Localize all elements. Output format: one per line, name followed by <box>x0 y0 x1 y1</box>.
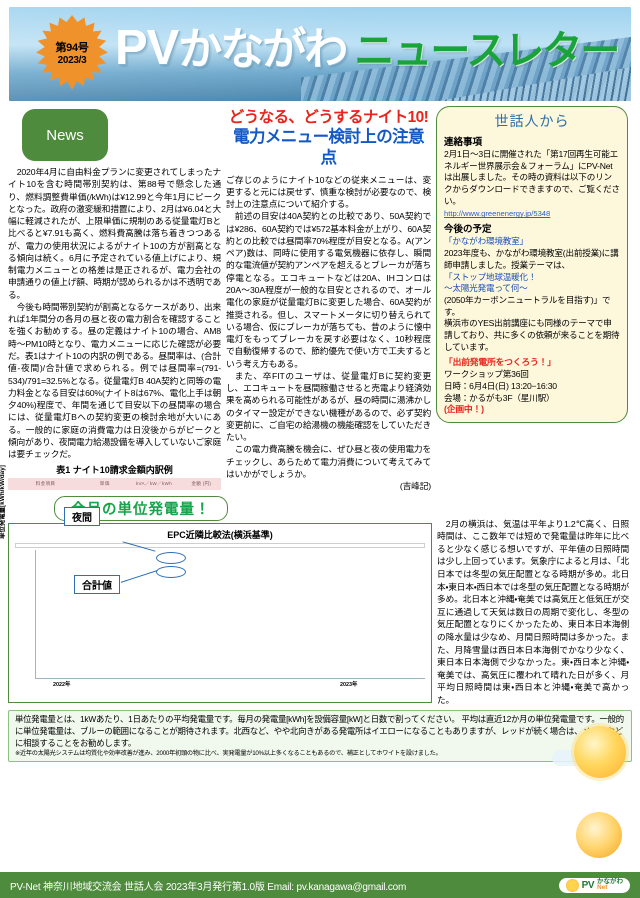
headline-line1: どうなる、どうするナイト10! <box>228 109 429 126</box>
logo-net: Net <box>597 884 608 891</box>
weather-paragraph: 2月の横浜は、気温は平年より1.2℃高く、日照時間は、ここ数年では短めで発電量は… <box>437 518 629 706</box>
note-line2: 平均は直近12か月の単位発電量です。一般的に単位発電量は、ブルーの範囲になること… <box>15 713 624 748</box>
sidebar-theme-line1: 「ストップ地球温暖化！ <box>444 271 537 282</box>
highlight-ellipse-total <box>156 566 186 579</box>
article-byline: (吉峰記) <box>399 481 431 492</box>
sidebar-box: 世話人から 連絡事項 2月1日〜3日に開催された「第17回再生可能エネルギー世界… <box>436 106 628 424</box>
th-item: 料金項目 <box>8 478 84 490</box>
article-paragraph-2: 今後も時間帯別契約が割高となるケースがあり、出来れば1年間分の各月の昼と夜の電力… <box>8 301 221 460</box>
title-newsletter: ニュースレター <box>354 29 620 73</box>
chart-title: EPC近隣比較法(横浜基準) <box>167 529 273 540</box>
article-paragraph-6: この電力費高騰を機会に、ぜひ昼と夜の使用電力をチェックし、あらためて電力消費につ… <box>226 444 431 479</box>
th-unitprice: 単価 <box>83 478 127 490</box>
sidebar-section2-body: 2023年度も、かながわ環境教室(出前授業)に講師申請しました。授業テーマは、 <box>444 248 619 270</box>
left-column: News 2020年4月に自由料金プランに変更されてしまったナイト10を含む時間… <box>8 106 221 595</box>
article-paragraph-1: 2020年4月に自由料金プランに変更されてしまったナイト10を含む時間帯別契約は… <box>8 167 222 300</box>
masthead: 第94号 2023/3 PVかながわ ニュースレター <box>8 6 632 102</box>
article-middle-text: ご存じのようにナイト10などの従来メニューは、変更すると元には戻せず、慎重な検討… <box>226 174 431 493</box>
chart-container: EPC近隣比較法(横浜基準) 単位発電量[kWh/kW/day] 2022年 2… <box>0 465 432 703</box>
chart-plot-area: 単位発電量[kWh/kW/day] 2022年 2023年 <box>0 465 427 700</box>
chart-ylabel: 単位発電量[kWh/kW/day] <box>0 464 6 539</box>
title-pv: PV <box>115 21 179 75</box>
th-amount: 金額 (円) <box>181 478 221 490</box>
article-paragraph-4: 前述の目安は40A契約との比較であり、50A契約では¥286、60A契約では¥5… <box>226 211 431 369</box>
sidebar-section2-sub: 「かながわ環境教室」 <box>444 236 528 247</box>
callout-night: 夜間 <box>64 507 100 527</box>
issue-number: 第94号 <box>55 41 89 54</box>
sidebar-event-title: 「出前発電所をつくろう！」 <box>444 357 556 368</box>
logo-pv: PV <box>581 879 595 891</box>
sidebar-theme-line3: (2050年カーボンニュートラルを目指す)」です。 <box>444 294 611 317</box>
chart-plot <box>35 549 425 679</box>
logo-kanagawa: かながわ <box>597 877 623 885</box>
sidebar-section2-heading: 今後の予定 <box>444 224 492 236</box>
weather-column: 2月の横浜は、気温は平年より1.2℃高く、日照時間は、ここ数年では短めで発電量は… <box>437 496 629 707</box>
bill-table-wrap: 料金項目 単価 kVA／kW／kWh 金額 (円) 夜間 合計値 <box>8 478 221 595</box>
sidebar-event-date: 日時：6月4日(日) 13:20−16:30 <box>444 380 557 391</box>
sun-illustration <box>574 726 626 778</box>
note-line1: 単位発電量とは、1kWあたり、1日あたりの平均発電量です。毎月の発電量[kWh]… <box>15 713 460 724</box>
sidebar-theme-line2: 〜太陽光発電って何〜 <box>444 283 528 294</box>
chart-year-labels: 2022年 2023年 <box>35 680 425 689</box>
article-paragraph-2b: ご存じのようにナイト10などの従来メニューは、変更すると元には戻せず、慎重な検討… <box>226 174 431 210</box>
sun-character-illustration <box>576 812 622 858</box>
sidebar-section1-body: 2月1日〜3日に開催された「第17回再生可能エネルギー世界展示会＆フォーラム」に… <box>444 149 620 206</box>
middle-column: どうなる、どうするナイト10! 電力メニュー検討上の注意点 ご存じのようにナイト… <box>226 106 431 493</box>
callout-total: 合計値 <box>74 575 120 595</box>
note-box: 単位発電量とは、1kWあたり、1日あたりの平均発電量です。毎月の発電量[kWh]… <box>8 709 632 762</box>
article-paragraph-5: また、卒FITのユーザは、従量電灯Bに契約変更し、エコキュートを昼間稼働させると… <box>226 370 431 443</box>
bill-table: 料金項目 単価 kVA／kW／kWh 金額 (円) <box>8 478 221 490</box>
sidebar-section2-body2: 横浜市のYES出前講座にも同様のテーマで申請しており、共に多くの依頼が来ることを… <box>444 318 620 352</box>
chart-band: 今月の単位発電量！ EPC近隣比較法(横浜基準) 単位発電量[kWh/kW/da… <box>0 465 632 707</box>
sidebar-title: 世話人から <box>494 113 570 129</box>
issue-date: 2023/3 <box>57 54 87 66</box>
chart-year-2022: 2022年 <box>53 681 71 688</box>
sidebar-event-status: (企画中！) <box>444 404 484 415</box>
sidebar-download-link[interactable]: http://www.greenenergy.jp/5348 <box>444 209 551 219</box>
sidebar-section1-heading: 連絡事項 <box>444 137 483 148</box>
highlight-ellipse-night <box>156 552 186 565</box>
chart-year-2023: 2023年 <box>340 681 358 688</box>
article-left-text: 2020年4月に自由料金プランに変更されてしまったナイト10を含む時間帯別契約は… <box>8 166 221 460</box>
right-column: 世話人から 連絡事項 2月1日〜3日に開催された「第17回再生可能エネルギー世界… <box>436 106 628 778</box>
issue-badge: 第94号 2023/3 <box>36 15 108 90</box>
pvnet-logo: PV かながわ Net <box>558 877 630 893</box>
chart-column: 今月の単位発電量！ EPC近隣比較法(横浜基準) 単位発電量[kWh/kW/da… <box>0 465 432 707</box>
table-caption: 表1 ナイト10請求金額内訳例 <box>56 465 173 476</box>
main-columns: News 2020年4月に自由料金プランに変更されてしまったナイト10を含む時間… <box>8 106 632 778</box>
sidebar-event-place: 会場：かるがも3F（星川駅） <box>444 392 555 403</box>
chart-legend <box>15 542 425 548</box>
news-badge: News <box>22 109 108 161</box>
masthead-title: PVかながわ ニュースレター <box>115 13 620 77</box>
headline: どうなる、どうするナイト10! 電力メニュー検討上の注意点 <box>226 108 431 169</box>
sun-icon <box>565 878 579 892</box>
chart-lines <box>36 550 425 678</box>
title-kanagawa: かながわ <box>178 25 348 74</box>
headline-line2: 電力メニュー検討上の注意点 <box>233 128 424 167</box>
table-header-row: 料金項目 単価 kVA／kW／kWh 金額 (円) <box>8 478 221 490</box>
footer: PV-Net 神奈川地域交流会 世話人会 2023年3月発行第1.0版 Emai… <box>0 872 640 898</box>
footer-text: PV-Net 神奈川地域交流会 世話人会 2023年3月発行第1.0版 Emai… <box>10 881 407 893</box>
sidebar-event-sub: ワークショップ第36回 <box>444 369 529 380</box>
note-small: ※近年の太陽光システムは均質化や効率改善が進み、2000年初頭の物に比べ、実発電… <box>15 750 442 758</box>
th-quantity: kVA／kW／kWh <box>126 478 182 490</box>
